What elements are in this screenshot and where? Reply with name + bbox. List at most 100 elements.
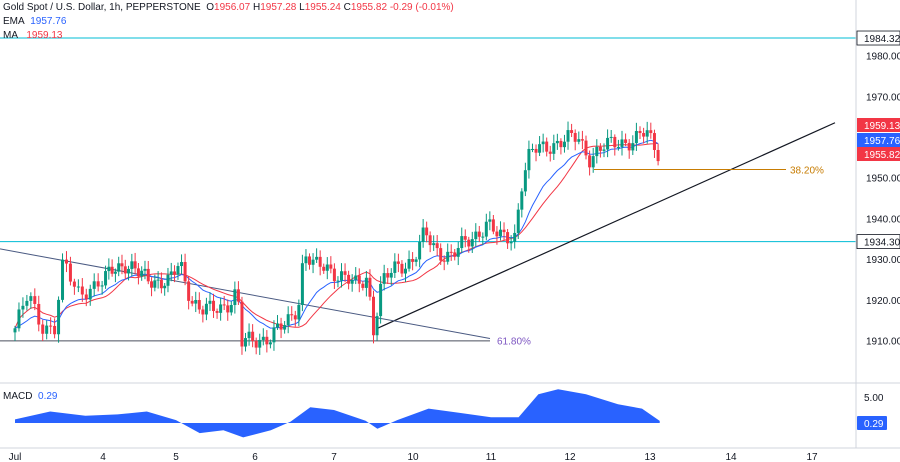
candle-body: [460, 236, 464, 249]
candle-body: [190, 300, 194, 304]
candle-body: [379, 283, 383, 317]
candle-body: [364, 277, 368, 288]
candle-body: [233, 289, 237, 306]
candle-body: [25, 300, 29, 306]
candle-body: [229, 305, 233, 313]
candle-body: [61, 259, 65, 300]
candle-body: [272, 327, 276, 343]
candle-body: [53, 325, 57, 335]
macd-label: MACD: [3, 391, 33, 402]
candle-body: [474, 231, 478, 240]
candle-body: [467, 239, 471, 247]
candle-body: [68, 263, 72, 282]
candle-body: [219, 304, 223, 313]
candle-body: [418, 241, 422, 260]
level-badge: 1934.30: [864, 238, 900, 249]
candle-body: [261, 336, 265, 340]
candle-body: [153, 280, 157, 288]
candle-body: [293, 315, 297, 320]
price-axis[interactable]: 1910.001920.001930.001940.001950.001960.…: [866, 52, 900, 348]
candle-body: [347, 274, 351, 284]
candle-body: [400, 263, 404, 274]
time-tick-label: 17: [806, 452, 818, 462]
candle-body: [638, 130, 642, 134]
candle-body: [194, 300, 198, 304]
candle-body: [283, 325, 287, 330]
time-tick-label: 11: [486, 452, 497, 462]
candle-body: [29, 296, 33, 301]
time-tick-label: 5: [173, 452, 179, 462]
open-value: 1956.07: [214, 2, 251, 13]
candle-body: [222, 304, 226, 306]
candle-body: [329, 264, 333, 269]
price-badge-bg: [857, 133, 900, 147]
candle-body: [491, 219, 495, 232]
candle-body: [197, 300, 201, 310]
macd-legend[interactable]: MACD 0.29: [3, 391, 57, 402]
candle-body: [204, 303, 208, 315]
ma-label: MA: [3, 30, 18, 41]
price-badge-bg: [857, 118, 900, 132]
fib-annotations: 61.80% 38.20%: [497, 166, 824, 348]
time-tick-label: 10: [407, 452, 419, 462]
price-badges: 1959.13 1957.76 1955.82: [857, 118, 900, 161]
candle-body: [552, 143, 556, 154]
candle-body: [276, 323, 280, 328]
high-label: H: [252, 2, 261, 13]
fib-61-label: 61.80%: [497, 337, 531, 348]
candle-body: [555, 140, 559, 144]
candle-body: [236, 289, 240, 302]
candle-body: [634, 130, 638, 144]
candle-body: [602, 149, 606, 151]
time-tick-label: 7: [331, 452, 337, 462]
candle-body: [559, 140, 563, 148]
candle-body: [393, 261, 397, 273]
candle-body: [520, 191, 524, 210]
candle-body: [545, 141, 549, 152]
price-tick-label: 1970.00: [866, 92, 900, 103]
time-axis[interactable]: Jul 4 5 6 7 10 11 12 13 14 17: [9, 452, 818, 462]
candle-body: [64, 259, 68, 264]
candle-body: [407, 258, 411, 269]
candle-body: [396, 261, 400, 264]
time-tick-label: 13: [644, 452, 656, 462]
candle-body: [244, 338, 248, 347]
candle-body: [425, 227, 429, 236]
macd-histogram-area: [15, 389, 660, 438]
candle-body: [311, 259, 315, 265]
candle-body: [13, 328, 17, 333]
candle-body: [516, 209, 520, 233]
candle-body: [509, 241, 513, 244]
downtrend-line: [0, 248, 491, 339]
candle-body: [523, 170, 527, 192]
candle-body: [498, 229, 502, 237]
candle-body: [435, 243, 439, 249]
candle-body: [432, 243, 436, 246]
candle-body: [180, 262, 184, 267]
candle-body: [21, 305, 25, 310]
macd-value-badge: 0.29: [864, 419, 884, 430]
ma-line: [14, 142, 659, 329]
candle-body: [336, 280, 340, 282]
candle-body: [372, 296, 375, 336]
price-tick-label: 1950.00: [866, 174, 900, 185]
level-badge: 1984.32: [864, 34, 900, 45]
price-badge: 1959.13: [864, 121, 900, 132]
candle-body: [226, 305, 230, 313]
candle-body: [136, 268, 140, 277]
price-badge: 1957.76: [864, 136, 900, 147]
candle-body: [562, 141, 566, 148]
symbol-legend[interactable]: Gold Spot / U.S. Dollar, 1h, PEPPERSTONE…: [3, 2, 454, 13]
candle-body: [645, 130, 649, 137]
candle-body: [530, 148, 534, 150]
candle-body: [41, 324, 45, 334]
symbol-title: Gold Spot / U.S. Dollar, 1h, PEPPERSTONE: [3, 2, 201, 13]
ma-legend[interactable]: MA 1959.13: [3, 30, 63, 41]
candle-body: [286, 314, 290, 326]
candle-body: [357, 275, 361, 284]
candle-body: [495, 231, 499, 237]
candle-body: [606, 137, 610, 150]
ema-legend[interactable]: EMA 1957.76: [3, 16, 66, 27]
candle-body: [84, 294, 88, 300]
